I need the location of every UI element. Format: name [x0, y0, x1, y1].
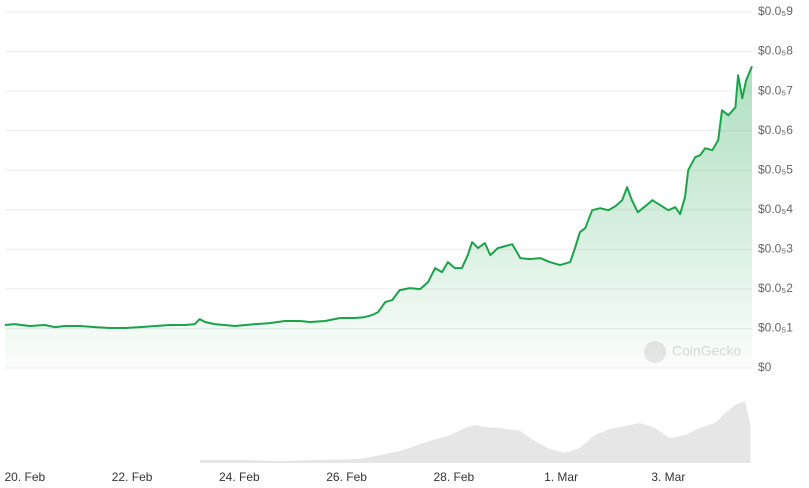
- x-tick-label: 26. Feb: [326, 470, 367, 484]
- y-tick-label: $0.0₅2: [758, 281, 793, 295]
- price-line: [4, 65, 753, 329]
- y-tick-label: $0.0₅5: [758, 162, 793, 176]
- x-tick-label: 1. Mar: [544, 470, 578, 484]
- y-tick-label: $0.0₅3: [758, 242, 793, 256]
- x-tick-label: 28. Feb: [433, 470, 474, 484]
- x-tick-label: 3. Mar: [651, 470, 685, 484]
- y-tick-label: $0: [758, 360, 772, 374]
- price-area: [5, 66, 752, 369]
- watermark-text: CoinGecko: [672, 343, 741, 359]
- y-tick-label: $0.0₅9: [758, 4, 793, 18]
- y-tick-label: $0.0₅1: [758, 321, 793, 335]
- watermark-logo: [644, 341, 666, 363]
- y-tick-label: $0.0₅4: [758, 202, 793, 216]
- x-tick-label: 24. Feb: [219, 470, 260, 484]
- y-tick-label: $0.0₅8: [758, 44, 793, 58]
- y-tick-label: $0.0₅7: [758, 83, 793, 97]
- watermark: CoinGecko: [644, 341, 741, 363]
- x-tick-label: 22. Feb: [112, 470, 153, 484]
- y-tick-label: $0.0₅6: [758, 123, 793, 137]
- x-tick-label: 20. Feb: [4, 470, 45, 484]
- volume-area: [199, 401, 751, 463]
